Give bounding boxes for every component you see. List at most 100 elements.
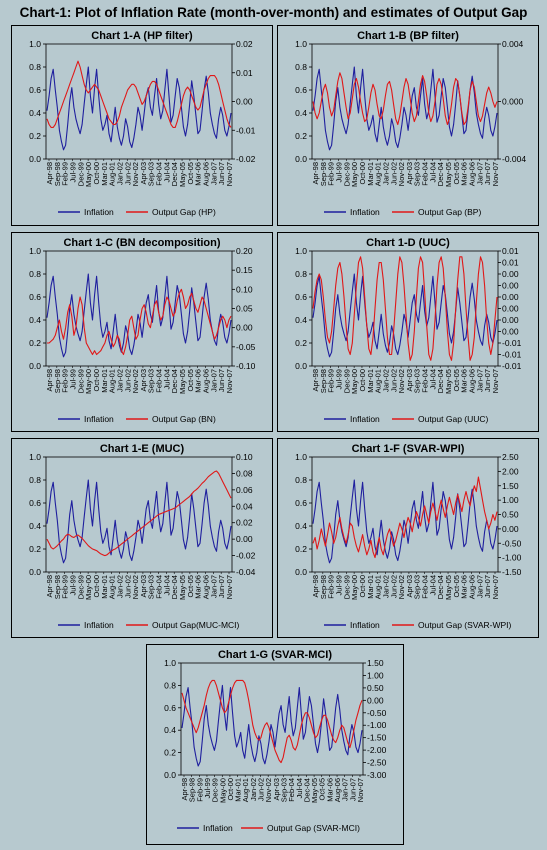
right-tick-label: -0.01 (502, 350, 522, 360)
x-tick-label: Feb-99 (61, 162, 70, 186)
x-tick-label: Feb-04 (421, 369, 430, 393)
x-tick-label: Jul-99 (203, 778, 212, 798)
x-tick-label: Feb-99 (61, 369, 70, 393)
right-tick-label: 0.02 (236, 518, 253, 528)
x-tick-label: Dec-99 (76, 369, 85, 393)
left-tick-label: 0.2 (29, 338, 41, 348)
right-tick-label: -1.00 (367, 720, 387, 730)
x-tick-label: Nov-07 (491, 162, 500, 186)
right-tick-label: 0.06 (236, 485, 253, 495)
x-tick-label: Feb-04 (155, 575, 164, 599)
plot-frame (45, 250, 233, 367)
x-tick-label: Apr-03 (272, 778, 281, 801)
left-tick-label: 0.8 (295, 269, 307, 279)
right-tick-label: -2.00 (367, 745, 387, 755)
x-tick-label: May-05 (178, 369, 187, 394)
right-tick-label: -1.50 (502, 567, 522, 577)
x-tick-label: Jan-02 (381, 369, 390, 392)
x-tick-label: May-05 (178, 575, 187, 600)
right-tick-label: 0.08 (236, 468, 253, 478)
right-tick-label: -0.004 (502, 154, 526, 164)
page-title: Chart-1: Plot of Inflation Rate (month-o… (19, 5, 528, 20)
left-tick-label: 0.2 (29, 544, 41, 554)
x-tick-label: Jun-07 (483, 575, 492, 598)
x-tick-label: Feb-99 (327, 575, 336, 599)
right-tick-label: 0.15 (236, 265, 253, 275)
left-tick-label: 0.2 (295, 338, 307, 348)
right-tick-label: 0.00 (502, 524, 519, 534)
x-tick-label: Nov-02 (397, 575, 406, 599)
x-tick-label: Nov-07 (491, 575, 500, 599)
left-tick-label: 0.6 (29, 498, 41, 508)
left-tick-label: 0.6 (164, 703, 176, 713)
chart-svg-G: Chart 1-G (SVAR-MCI) 0.0 0.2 0.4 0.6 0.8 1.0 -3… (164, 649, 387, 833)
chart-panel-F: Chart 1-F (SVAR-WPI) 0.0 0.2 0.4 0.6 0.8 1.0 -1… (277, 438, 539, 638)
x-tick-label: Sep-98 (319, 575, 328, 599)
left-tick-label: 0.4 (29, 108, 41, 118)
x-tick-label: Aug-01 (108, 369, 117, 393)
left-tick-label: 1.0 (29, 39, 41, 49)
x-tick-label: Sep-98 (53, 575, 62, 599)
left-tick-label: 0.4 (295, 521, 307, 531)
x-tick-label: Mar-06 (194, 162, 203, 186)
x-tick-label: Apr-98 (311, 369, 320, 392)
x-tick-label: Jan-07 (209, 162, 218, 185)
output-gap-line (47, 288, 232, 356)
x-tick-label: Aug-06 (468, 369, 477, 393)
x-tick-label: Jun-02 (123, 575, 132, 598)
x-tick-label: Jun-07 (483, 162, 492, 185)
left-tick-label: 0.8 (295, 475, 307, 485)
legend-label-inflation: Inflation (84, 414, 114, 424)
x-tick-label: Mar-06 (194, 369, 203, 393)
right-tick-label: -0.05 (236, 342, 256, 352)
x-tick-label: Sep-03 (147, 575, 156, 599)
x-tick-label: Feb-04 (421, 162, 430, 186)
x-tick-label: Mar-06 (460, 575, 469, 599)
x-tick-label: Apr-03 (405, 575, 414, 598)
right-tick-label: 0.04 (236, 501, 253, 511)
plot-frame (311, 43, 499, 160)
chart-panel-D: Chart 1-D (UUC) 0.0 0.2 0.4 0.6 0.8 1.0 -0.01 -0… (277, 232, 539, 432)
x-tick-label: Dec-99 (342, 369, 351, 393)
x-tick-label: Jun-07 (217, 162, 226, 185)
right-tick-label: -2.50 (367, 758, 387, 768)
x-tick-label: Mar-01 (366, 575, 375, 599)
x-tick-label: Dec-04 (436, 369, 445, 393)
x-tick-label: Apr-98 (45, 369, 54, 392)
right-tick-label: 0.00 (502, 327, 519, 337)
x-tick-label: Dec-04 (170, 369, 179, 393)
x-tick-label: Dec-99 (211, 778, 220, 802)
x-tick-label: Nov-02 (131, 162, 140, 186)
x-tick-label: Mar-06 (325, 778, 334, 802)
x-tick-label: Mar-01 (366, 369, 375, 393)
x-tick-label: Sep-03 (413, 162, 422, 186)
right-tick-label: 0.05 (236, 304, 253, 314)
x-tick-label: Aug-06 (202, 575, 211, 599)
right-tick-label: 0.00 (502, 292, 519, 302)
x-tick-label: Sep-03 (413, 575, 422, 599)
chart-svg-A: Chart 1-A (HP filter) 0.0 0.2 0.4 0.6 0.8 1.0 -… (29, 30, 255, 217)
x-tick-label: Jan-07 (341, 778, 350, 801)
right-tick-label: -0.50 (367, 708, 387, 718)
x-tick-label: Feb-04 (155, 162, 164, 186)
left-tick-label: 0.0 (164, 770, 176, 780)
right-tick-label: 0.50 (367, 683, 384, 693)
chart-panel-G: Chart 1-G (SVAR-MCI) 0.0 0.2 0.4 0.6 0.8 1.0 -3… (146, 644, 404, 845)
x-tick-label: Apr-98 (311, 162, 320, 185)
x-tick-label: Dec-99 (76, 162, 85, 186)
left-tick-label: 0.4 (295, 108, 307, 118)
x-tick-label: Apr-03 (139, 162, 148, 185)
left-tick-label: 0.0 (29, 361, 41, 371)
right-tick-label: 0.004 (502, 39, 524, 49)
legend-label-output-gap: Output Gap (BP) (418, 207, 481, 217)
x-tick-label: Aug-01 (374, 162, 383, 186)
x-tick-label: Feb-99 (327, 369, 336, 393)
x-tick-label: Jan-02 (115, 369, 124, 392)
right-tick-label: -1.00 (502, 553, 522, 563)
x-tick-label: Mar-01 (100, 162, 109, 186)
chart-title: Chart 1-F (SVAR-WPI) (352, 443, 465, 455)
x-tick-label: Apr-03 (139, 575, 148, 598)
x-tick-label: Jul-04 (428, 575, 437, 595)
x-tick-label: Sep-03 (147, 369, 156, 393)
x-tick-label: Jul-04 (428, 369, 437, 389)
